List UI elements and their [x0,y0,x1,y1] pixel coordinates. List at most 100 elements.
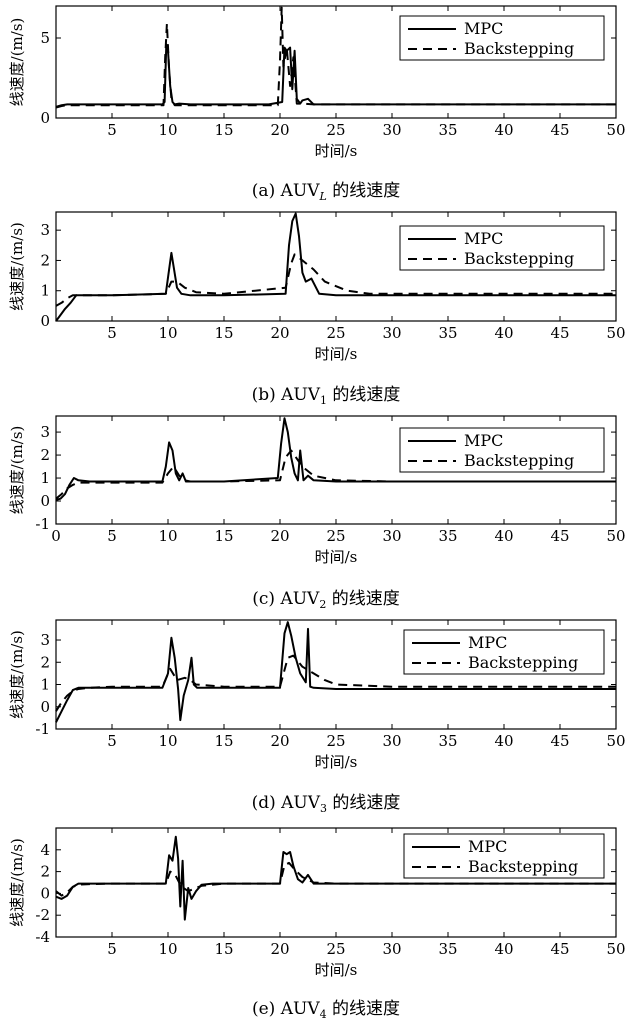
series-line-backstepping [55,654,616,712]
legend-label-backstepping: Backstepping [468,653,578,672]
legend-label-mpc: MPC [468,633,507,652]
legend-box [403,833,605,879]
x-tick-label: 10 [158,527,177,545]
legend-box [399,427,605,473]
series-line-backstepping [55,6,616,109]
x-tick-label: 15 [214,121,233,139]
x-tick-label: 40 [494,324,513,342]
y-tick-label: 0 [40,492,50,510]
y-tick-label: 2 [40,251,50,269]
chart-caption: (c) AUV2 的线速度 [252,589,399,611]
x-axis-label: 时间/s [315,142,358,160]
legend-label-mpc: MPC [464,431,503,450]
x-tick-label: 25 [326,527,345,545]
x-tick-label: 20 [270,940,289,958]
x-tick-label: 30 [382,121,401,139]
y-axis-label: 线速度/(m/s) [8,18,26,107]
x-tick-label: 5 [107,527,117,545]
x-tick-label: 40 [494,940,513,958]
y-tick-label: 3 [40,631,50,649]
y-tick-label: 2 [40,446,50,464]
x-tick-label: 15 [214,527,233,545]
legend-label-backstepping: Backstepping [464,39,574,58]
y-axis-label: 线速度/(m/s) [8,630,26,719]
x-tick-label: 30 [382,324,401,342]
x-tick-label: 45 [550,940,569,958]
legend-label-backstepping: Backstepping [468,857,578,876]
x-tick-label: 35 [438,324,457,342]
chart-caption: (e) AUV4 的线速度 [252,999,400,1021]
y-tick-label: 0 [40,312,50,330]
x-tick-label: 15 [214,940,233,958]
x-axis-label: 时间/s [315,753,358,771]
chart-caption: (a) AUVL 的线速度 [252,181,400,203]
x-tick-label: 45 [550,121,569,139]
chart-panel-1: 5 10 15 20 25 30 35 40 45 50 0 5 时间/s 线速度/(m/s) MPCBac… [8,5,626,203]
y-tick-label: 3 [40,221,50,239]
x-tick-label: 50 [606,940,625,958]
chart-panel-2: 5 10 15 20 25 30 35 40 45 50 0 1 2 3 时间/s 线速度/(m/s) MPCB… [8,211,626,407]
x-tick-label: 50 [606,121,625,139]
y-axis-label: 线速度/(m/s) [8,838,26,927]
y-tick-label: 0 [40,698,50,716]
x-axis-label: 时间/s [315,345,358,363]
x-tick-label: 10 [158,121,177,139]
legend-box [403,629,605,675]
x-tick-label: 40 [494,732,513,750]
x-tick-label: 25 [326,732,345,750]
x-tick-label: 25 [326,940,345,958]
legend-label-mpc: MPC [468,837,507,856]
legend-box [399,225,605,271]
x-tick-label: 30 [382,527,401,545]
chart-panel-4: 5 10 15 20 25 30 35 40 45 50 -1 0 1 2 3 时间/s 线速度/(m/s) MP… [8,619,626,815]
x-tick-label: 5 [107,940,117,958]
x-tick-label: 45 [550,324,569,342]
series-line-mpc [55,621,616,723]
x-tick-label: 40 [494,121,513,139]
x-tick-label: 35 [438,527,457,545]
series-line-backstepping [55,253,616,307]
x-axis-label: 时间/s [315,961,358,979]
x-tick-label: 35 [438,121,457,139]
y-tick-label: -1 [35,515,50,533]
series-line-backstepping [55,449,616,500]
x-tick-label: 10 [158,732,177,750]
x-tick-label: 5 [107,732,117,750]
legend-label-backstepping: Backstepping [464,451,574,470]
x-tick-label: 45 [550,732,569,750]
y-tick-label: 5 [40,29,50,47]
x-tick-label: 15 [214,324,233,342]
y-tick-label: -4 [35,928,50,946]
y-tick-label: 1 [40,282,50,300]
chart-caption: (b) AUV1 的线速度 [252,385,401,407]
x-tick-label: 40 [494,527,513,545]
x-tick-label: 30 [382,732,401,750]
y-tick-label: 4 [40,841,50,859]
legend-label-mpc: MPC [464,19,503,38]
x-tick-label: 50 [606,324,625,342]
x-tick-label: 25 [326,121,345,139]
x-tick-label: 30 [382,940,401,958]
legend-label-backstepping: Backstepping [464,249,574,268]
x-tick-label: 50 [606,527,625,545]
x-tick-label: 50 [606,732,625,750]
x-tick-label: 45 [550,527,569,545]
x-tick-label: 20 [270,121,289,139]
x-tick-label: 5 [107,324,117,342]
x-axis-label: 时间/s [315,548,358,566]
y-tick-label: 2 [40,653,50,671]
chart-panel-5: 5 10 15 20 25 30 35 40 45 50 -4 -2 0 2 4 时间/s 线速度/(m/s) M… [8,827,626,1021]
y-tick-label: 3 [40,423,50,441]
y-tick-label: 0 [40,884,50,902]
y-tick-label: 0 [40,109,50,127]
y-tick-label: 2 [40,863,50,881]
x-tick-label: 35 [438,732,457,750]
y-axis-label: 线速度/(m/s) [8,426,26,515]
y-tick-label: 1 [40,676,50,694]
y-tick-label: -2 [35,906,50,924]
x-tick-label: 35 [438,940,457,958]
x-tick-label: 5 [107,121,117,139]
x-tick-label: 10 [158,940,177,958]
x-tick-label: 10 [158,324,177,342]
